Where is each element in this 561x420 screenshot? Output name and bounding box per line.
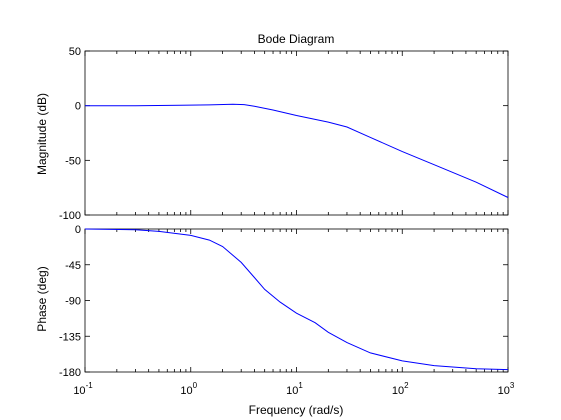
phase-series-line xyxy=(84,228,509,371)
x-tick-label: 101 xyxy=(286,381,303,397)
phase-axis-label: Phase (deg) xyxy=(35,266,49,331)
magnitude-axis-label: Magnitude (dB) xyxy=(35,93,49,175)
x-tick-exponent: 3 xyxy=(510,381,515,390)
magnitude-axes-box xyxy=(84,50,509,216)
x-tick-exponent: 1 xyxy=(298,381,303,390)
phase-ytick-label: -180 xyxy=(59,367,81,379)
magnitude-series-line xyxy=(85,103,509,198)
phase-ytick-label: -90 xyxy=(65,296,81,308)
x-tick-base: 10 xyxy=(286,385,298,397)
magnitude-ytick-label: 0 xyxy=(75,101,81,113)
x-tick-label: 10-1 xyxy=(73,381,93,397)
phase-ytick-label: -45 xyxy=(65,260,81,272)
magnitude-ytick-label: 50 xyxy=(69,46,81,58)
x-tick-base: 10 xyxy=(73,385,85,397)
x-tick-label: 100 xyxy=(180,381,197,397)
x-tick-label: 102 xyxy=(392,381,409,397)
x-tick-exponent: -1 xyxy=(86,381,94,390)
phase-axes-box xyxy=(84,228,509,373)
phase-ytick-label: -135 xyxy=(59,331,81,343)
x-tick-base: 10 xyxy=(498,385,510,397)
x-tick-exponent: 0 xyxy=(193,381,198,390)
magnitude-ytick-label: -100 xyxy=(59,210,81,222)
chart-title: Bode Diagram xyxy=(258,32,335,46)
x-tick-base: 10 xyxy=(180,385,192,397)
magnitude-ytick-label: -50 xyxy=(65,155,81,167)
x-tick-base: 10 xyxy=(392,385,404,397)
x-axis-label: Frequency (rad/s) xyxy=(249,403,344,417)
x-tick-exponent: 2 xyxy=(404,381,409,390)
phase-ytick-label: 0 xyxy=(75,224,81,236)
x-tick-label: 103 xyxy=(498,381,515,397)
